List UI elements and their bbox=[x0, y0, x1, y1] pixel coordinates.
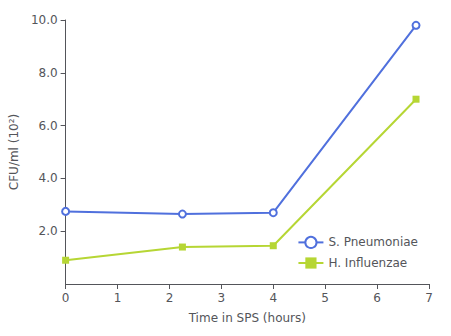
svg-text:2: 2 bbox=[166, 291, 174, 305]
svg-text:S. Pneumoniae: S. Pneumoniae bbox=[328, 235, 418, 249]
svg-text:6.0: 6.0 bbox=[39, 119, 58, 133]
svg-text:CFU/ml (10²): CFU/ml (10²) bbox=[7, 114, 21, 190]
svg-text:3: 3 bbox=[218, 291, 226, 305]
svg-text:2.0: 2.0 bbox=[39, 224, 58, 238]
svg-text:8.0: 8.0 bbox=[39, 66, 58, 80]
svg-text:0: 0 bbox=[62, 291, 70, 305]
svg-text:H. Influenzae: H. Influenzae bbox=[328, 256, 407, 270]
svg-text:1: 1 bbox=[114, 291, 122, 305]
svg-text:4.0: 4.0 bbox=[39, 171, 58, 185]
svg-text:7: 7 bbox=[425, 291, 433, 305]
svg-text:5: 5 bbox=[321, 291, 329, 305]
svg-text:Time in SPS (hours): Time in SPS (hours) bbox=[188, 311, 306, 325]
svg-text:4: 4 bbox=[269, 291, 277, 305]
svg-text:10.0: 10.0 bbox=[31, 13, 58, 27]
svg-text:6: 6 bbox=[373, 291, 381, 305]
